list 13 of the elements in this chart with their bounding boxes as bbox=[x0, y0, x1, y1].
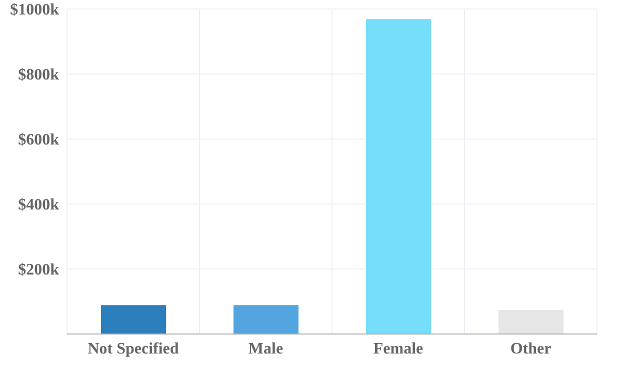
bar bbox=[101, 305, 166, 334]
y-tick-label: $400k bbox=[18, 196, 60, 214]
y-tick-label: $600k bbox=[18, 132, 60, 149]
x-tick-label: Male bbox=[248, 340, 284, 358]
bar bbox=[498, 310, 564, 334]
bar bbox=[366, 19, 431, 334]
x-tick-label: Not Specified bbox=[88, 340, 179, 358]
y-tick-label: $800k bbox=[18, 66, 60, 84]
x-tick-label: Female bbox=[373, 340, 424, 358]
y-tick-label: $200k bbox=[18, 262, 60, 279]
x-tick-label: Other bbox=[510, 340, 552, 358]
bar bbox=[234, 305, 298, 334]
y-tick-label: $1000k bbox=[10, 2, 60, 19]
